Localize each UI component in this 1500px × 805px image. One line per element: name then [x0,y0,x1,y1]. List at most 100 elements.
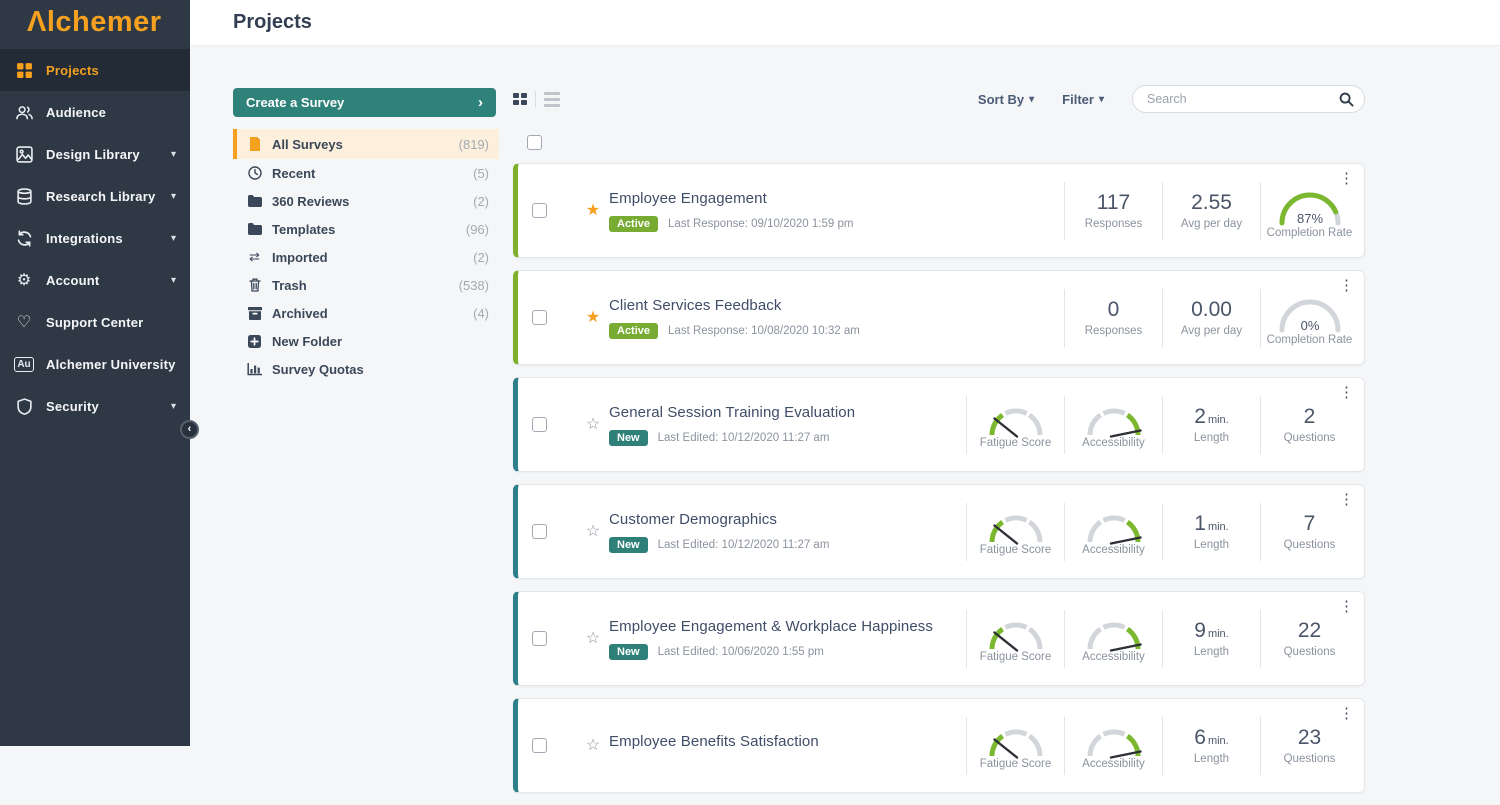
star-icon[interactable]: ★ [585,308,601,326]
survey-title[interactable]: Employee Engagement & Workplace Happines… [609,617,933,635]
kebab-menu-icon[interactable]: ⋮ [1339,491,1354,508]
survey-checkbox[interactable] [532,524,547,539]
survey-title[interactable]: Client Services Feedback [609,296,782,314]
survey-title[interactable]: Employee Benefits Satisfaction [609,732,819,750]
sidebar-item-security[interactable]: Security ▾ [0,385,190,427]
folder-item-recent[interactable]: Recent (5) [233,159,499,187]
grid-view-icon[interactable] [513,93,527,105]
length-stat: 1 min. Length [1162,502,1260,561]
sidebar-item-account[interactable]: ⚙ Account ▾ [0,259,190,301]
kebab-menu-icon[interactable]: ⋮ [1339,170,1354,187]
length-stat: 9 min. Length [1162,609,1260,668]
folder-item-survey-quotas[interactable]: Survey Quotas [233,355,499,383]
card-meta-row: New Last Edited: 10/12/2020 11:27 am [609,429,855,446]
survey-title[interactable]: Customer Demographics [609,510,777,528]
survey-checkbox[interactable] [532,631,547,646]
au-icon: Au [14,354,34,374]
folder-item-360-reviews[interactable]: 360 Reviews (2) [233,187,499,215]
filter-dropdown[interactable]: Filter ▾ [1062,92,1104,107]
sidebar-item-design-library[interactable]: Design Library ▾ [0,133,190,175]
sidebar-item-audience[interactable]: Audience [0,91,190,133]
search-box [1132,85,1365,113]
svg-text:0%: 0% [1300,318,1319,333]
status-badge: Active [609,322,659,339]
file-icon [247,137,262,151]
survey-meta: Last Edited: 10/06/2020 1:55 pm [657,645,824,658]
list-view-icon[interactable] [544,91,560,107]
database-icon [14,186,34,206]
folder-item-new-folder[interactable]: New Folder [233,327,499,355]
survey-stats: 0 Responses 0.00 Avg per day 0% Completi… [1064,288,1364,347]
folder-item-templates[interactable]: Templates (96) [233,215,499,243]
sidebar-item-research-library[interactable]: Research Library ▾ [0,175,190,217]
fatigue-score-stat: Fatigue Score [966,609,1064,668]
status-badge: Active [609,215,659,232]
star-icon[interactable]: ☆ [585,629,601,647]
folders-panel: Create a Survey › All Surveys (819) Rece… [233,88,499,383]
survey-stats: 117 Responses 2.55 Avg per day 87% Compl… [1064,181,1364,240]
survey-card: ⋮ ★ Employee Engagement Active Last Resp… [513,163,1365,258]
folder-count: (538) [458,277,489,293]
fatigue-gauge [989,621,1042,652]
sidebar-item-label: Research Library [46,188,156,204]
sidebar-collapse-button[interactable]: ‹ [180,420,199,439]
select-all-checkbox[interactable] [527,135,542,150]
star-icon[interactable]: ☆ [585,415,601,433]
folder-count: (5) [473,165,489,181]
card-info: Employee Engagement & Workplace Happines… [609,618,933,660]
sidebar-item-label: Integrations [46,230,123,246]
card-info: General Session Training Evaluation New … [609,404,855,446]
survey-checkbox[interactable] [532,203,547,218]
kebab-menu-icon[interactable]: ⋮ [1339,705,1354,722]
survey-checkbox[interactable] [532,310,547,325]
folder-label: 360 Reviews [272,193,350,209]
survey-card: ⋮ ☆ Customer Demographics New Last Edite… [513,484,1365,579]
folder-label: Recent [272,165,316,181]
chevron-down-icon: ▾ [170,400,176,412]
folder-label: Survey Quotas [272,361,364,377]
card-meta-row: Active Last Response: 09/10/2020 1:59 pm [609,215,853,232]
shield-icon [14,396,34,416]
heart-icon: ♡ [16,314,32,331]
chevron-down-icon: ▾ [1029,93,1035,105]
folder-count: (2) [473,193,489,209]
chevron-down-icon: ▾ [170,148,176,160]
kebab-menu-icon[interactable]: ⋮ [1339,598,1354,615]
survey-card: ⋮ ★ Client Services Feedback Active Last… [513,270,1365,365]
card-meta-row: New Last Edited: 10/06/2020 1:55 pm [609,643,933,660]
sidebar-item-label: Audience [46,104,107,120]
search-input[interactable] [1147,92,1339,106]
status-badge: New [609,536,648,553]
search-icon[interactable] [1339,92,1354,107]
kebab-menu-icon[interactable]: ⋮ [1339,384,1354,401]
grid-icon [14,60,34,80]
sort-by-dropdown[interactable]: Sort By ▾ [978,92,1034,107]
sidebar-item-support-center[interactable]: ♡ Support Center [0,301,190,343]
survey-title[interactable]: Employee Engagement [609,189,767,207]
create-survey-button[interactable]: Create a Survey › [233,88,496,117]
folder-item-trash[interactable]: Trash (538) [233,271,499,299]
star-icon[interactable]: ★ [585,201,601,219]
survey-card: ⋮ ☆ Employee Engagement & Workplace Happ… [513,591,1365,686]
folder-item-all-surveys[interactable]: All Surveys (819) [233,129,499,159]
create-survey-label: Create a Survey [246,95,345,110]
accessibility-stat: Accessibility [1064,609,1162,668]
folder-item-archived[interactable]: Archived (4) [233,299,499,327]
sidebar-item-projects[interactable]: Projects [0,49,190,91]
kebab-menu-icon[interactable]: ⋮ [1339,277,1354,294]
survey-list-panel: Sort By ▾ Filter ▾ ⋮ ★ [513,84,1365,793]
chevron-down-icon: ▾ [170,190,176,202]
svg-text:87%: 87% [1296,211,1322,226]
survey-checkbox[interactable] [532,417,547,432]
sidebar-item-alchemer-university[interactable]: Au Alchemer University [0,343,190,385]
sidebar-item-label: Account [46,272,100,288]
completion-rate-stat: 87% Completion Rate [1260,181,1358,240]
survey-title[interactable]: General Session Training Evaluation [609,403,856,421]
sidebar-item-label: Alchemer University [46,356,176,372]
folder-item-imported[interactable]: ⇄ Imported (2) [233,243,499,271]
sidebar-item-integrations[interactable]: Integrations ▾ [0,217,190,259]
star-icon[interactable]: ☆ [585,522,601,540]
completion-rate-gauge: 0% [1279,299,1340,333]
accessibility-stat: Accessibility [1064,502,1162,561]
sync-icon [14,228,34,248]
